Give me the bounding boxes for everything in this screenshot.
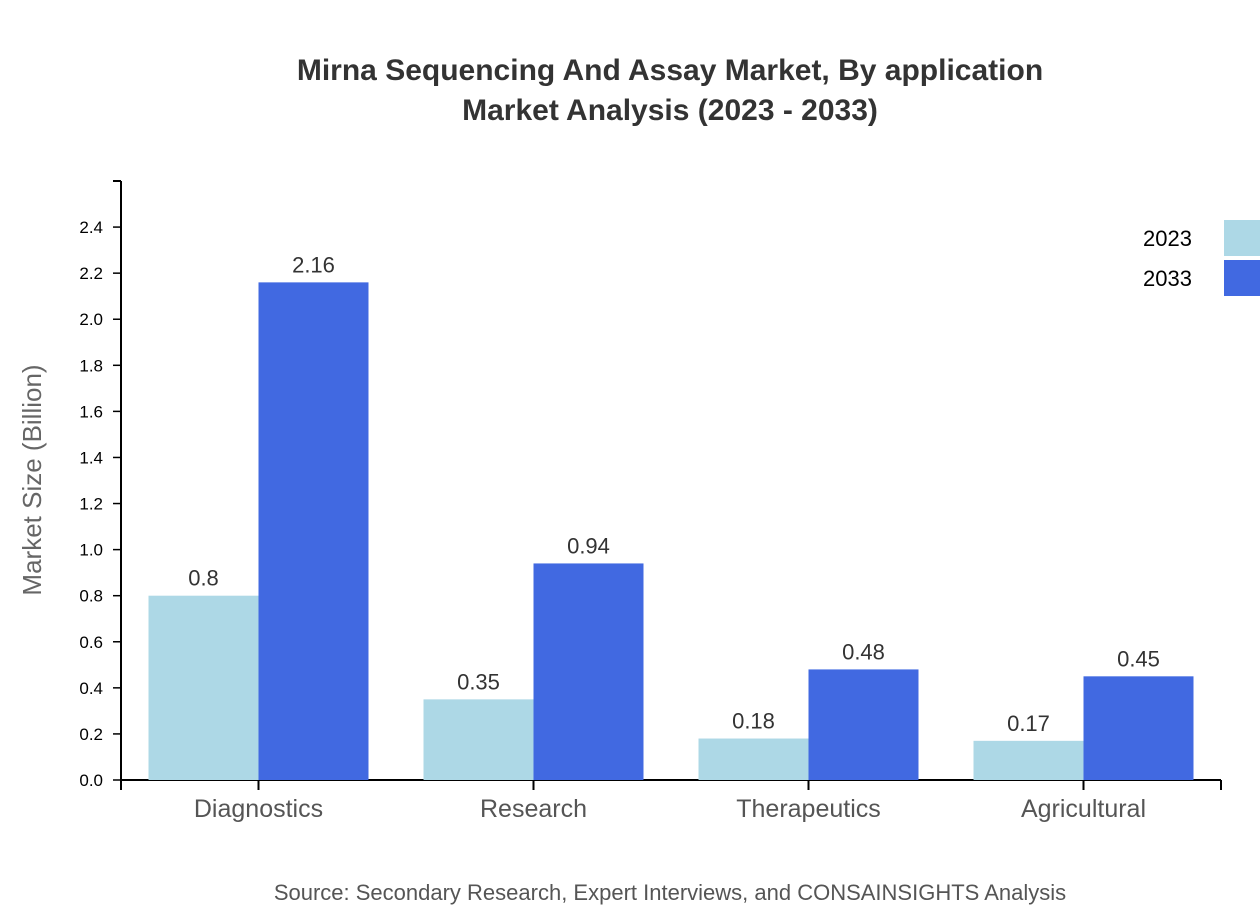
legend-swatch-2033 [1224,260,1260,296]
y-tick-label: 1.6 [79,402,103,421]
data-label: 0.8 [188,566,219,591]
source-note: Source: Secondary Research, Expert Inter… [274,880,1066,905]
y-tick-label: 0.4 [79,679,103,698]
bar-2023-agricultural [973,740,1084,780]
x-tick-label: Diagnostics [194,795,323,823]
y-tick-label: 0.6 [79,633,103,652]
y-tick-label: 0.0 [79,771,103,790]
y-tick-label: 2.2 [79,264,103,283]
chart-subtitle: Market Analysis (2023 - 2033) [462,94,878,127]
bar-2033-diagnostics [258,282,369,780]
y-tick-label: 2.0 [79,310,103,329]
legend-swatch-2023 [1224,220,1260,256]
y-tick-label: 1.4 [79,448,103,467]
bar-2023-diagnostics [148,595,259,780]
bar-2023-research [423,699,534,780]
y-axis-label: Market Size (Billion) [17,364,47,595]
data-label: 0.48 [842,639,885,664]
x-tick-label: Agricultural [1021,795,1146,823]
data-label: 2.16 [292,252,335,277]
data-label: 0.35 [457,669,500,694]
data-label: 0.94 [567,533,610,558]
y-tick-label: 1.8 [79,356,103,375]
chart-title: Mirna Sequencing And Assay Market, By ap… [297,54,1043,87]
data-label: 0.45 [1117,646,1160,671]
bar-2033-agricultural [1083,676,1194,780]
y-tick-label: 1.2 [79,495,103,514]
data-label: 0.17 [1007,711,1050,736]
data-label: 0.18 [732,709,775,734]
bar-2033-therapeutics [808,669,919,780]
y-tick-label: 0.2 [79,725,103,744]
y-tick-label: 1.0 [79,541,103,560]
x-tick-label: Therapeutics [736,795,881,823]
legend-label-2033: 2033 [1143,266,1192,291]
legend-label-2023: 2023 [1143,226,1192,251]
y-tick-label: 2.4 [79,218,103,237]
y-tick-label: 0.8 [79,587,103,606]
bar-2033-research [533,563,644,780]
x-tick-label: Research [480,795,587,823]
bar-2023-therapeutics [698,738,809,780]
